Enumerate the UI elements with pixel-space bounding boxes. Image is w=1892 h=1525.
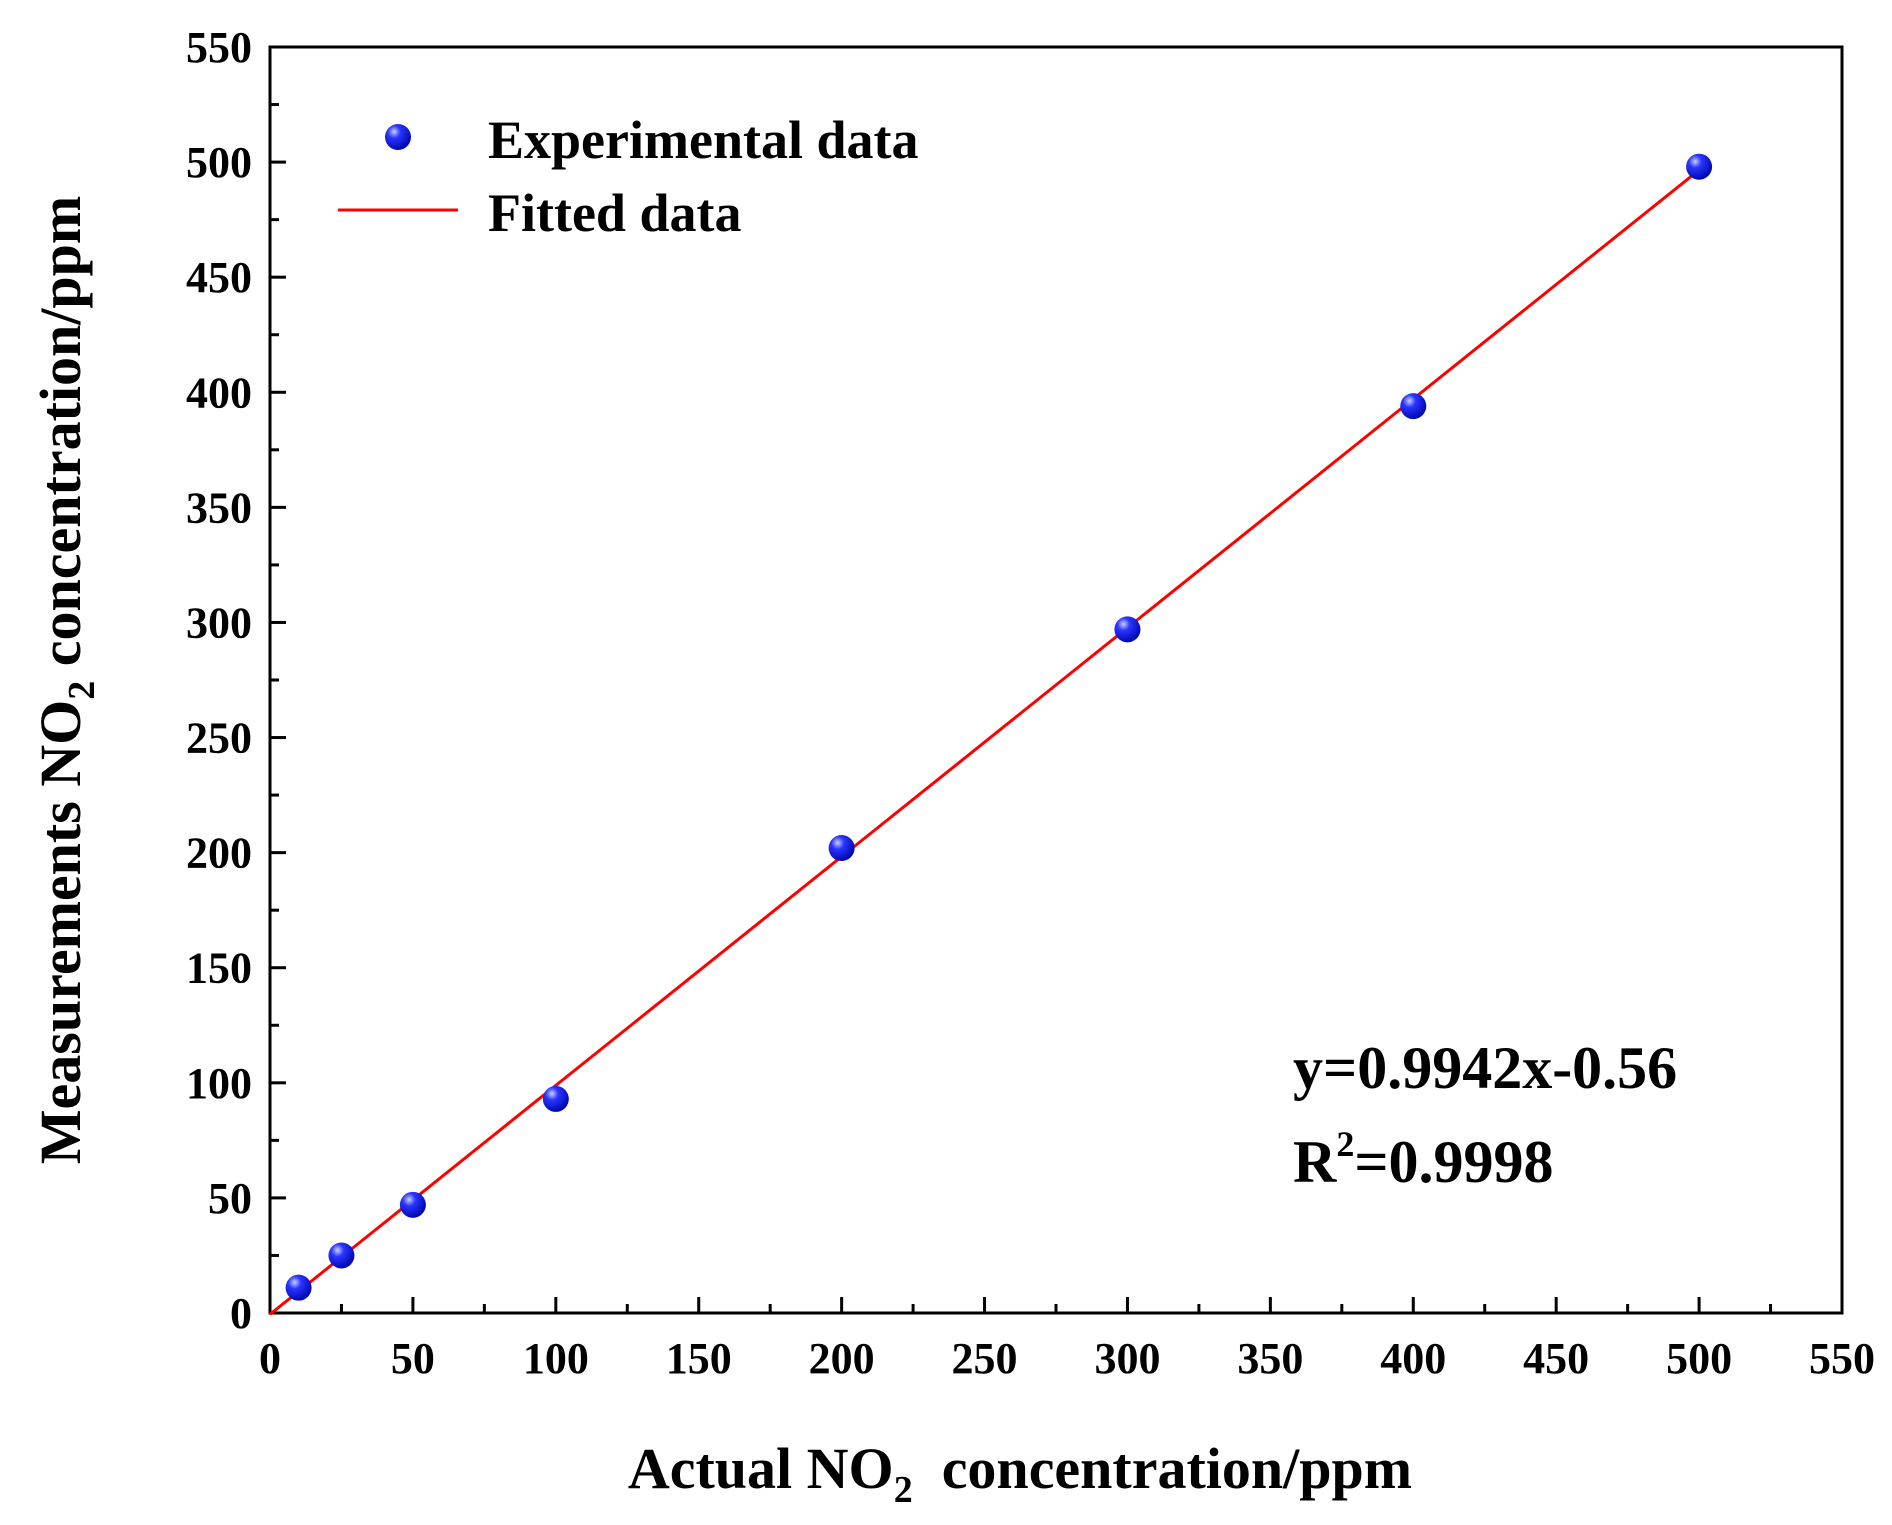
legend-label-experimental: Experimental data bbox=[488, 110, 918, 170]
data-point bbox=[542, 1085, 569, 1112]
y-axis-title-prefix: Measurements NO bbox=[28, 700, 93, 1164]
y-tick-label: 100 bbox=[186, 1059, 252, 1108]
equation-text: y=0.9942x-0.56 bbox=[1293, 1035, 1677, 1101]
x-tick-label: 550 bbox=[1809, 1334, 1875, 1383]
legend-label-fitted: Fitted data bbox=[488, 183, 741, 243]
y-axis-title: Measurements NO2 concentration/ppm bbox=[28, 196, 103, 1164]
y-axis-title-sub: 2 bbox=[61, 681, 103, 700]
x-tick-label: 400 bbox=[1380, 1334, 1446, 1383]
y-axis-title-suffix: concentration/ppm bbox=[28, 196, 93, 681]
data-point bbox=[828, 835, 855, 862]
y-tick-label: 400 bbox=[186, 368, 252, 417]
y-tick-labels: 0 50 100 150 200 250 300 350 400 450 500 550 bbox=[186, 23, 252, 1338]
x-tick-label: 500 bbox=[1666, 1334, 1732, 1383]
x-tick-label: 350 bbox=[1237, 1334, 1303, 1383]
y-tick-label: 500 bbox=[186, 138, 252, 187]
x-tick-label: 250 bbox=[952, 1334, 1018, 1383]
x-tick-label: 150 bbox=[666, 1334, 732, 1383]
legend-marker-experimental bbox=[385, 124, 411, 150]
data-point bbox=[399, 1191, 426, 1218]
data-point bbox=[328, 1242, 355, 1269]
y-tick-label: 250 bbox=[186, 714, 252, 763]
y-tick-label: 350 bbox=[186, 483, 252, 532]
data-point bbox=[1400, 393, 1427, 420]
y-tick-label: 200 bbox=[186, 829, 252, 878]
r-squared-value: =0.9998 bbox=[1354, 1129, 1553, 1195]
x-axis-title-prefix: Actual NO bbox=[628, 1436, 894, 1501]
r-squared-text: R2=0.9998 bbox=[1293, 1124, 1554, 1195]
data-point bbox=[285, 1274, 312, 1301]
experimental-points bbox=[285, 153, 1713, 1301]
x-tick-label: 450 bbox=[1523, 1334, 1589, 1383]
x-axis-title-sub: 2 bbox=[894, 1469, 913, 1511]
y-tick-label: 550 bbox=[186, 23, 252, 72]
y-tick-label: 50 bbox=[208, 1174, 252, 1223]
x-tick-label: 100 bbox=[523, 1334, 589, 1383]
data-point bbox=[1686, 153, 1713, 180]
fit-annotation: y=0.9942x-0.56 R2=0.9998 bbox=[1293, 1035, 1677, 1195]
data-point bbox=[1114, 616, 1141, 643]
fitted-line bbox=[269, 168, 1701, 1316]
x-tick-label: 200 bbox=[809, 1334, 875, 1383]
x-axis-title: Actual NO2 concentration/ppm bbox=[628, 1436, 1412, 1511]
x-axis-title-suffix: concentration/ppm bbox=[913, 1436, 1412, 1501]
x-tick-label: 300 bbox=[1094, 1334, 1160, 1383]
r-squared-prefix: R bbox=[1293, 1129, 1337, 1195]
x-tick-label: 50 bbox=[391, 1334, 435, 1383]
y-tick-label: 450 bbox=[186, 253, 252, 302]
y-tick-label: 0 bbox=[230, 1289, 252, 1338]
y-tick-label: 300 bbox=[186, 598, 252, 647]
r-squared-sup: 2 bbox=[1336, 1124, 1354, 1164]
x-tick-labels: 0 50 100 150 200 250 300 350 400 450 500 550 bbox=[259, 1334, 1875, 1383]
x-tick-label: 0 bbox=[259, 1334, 281, 1383]
y-tick-label: 150 bbox=[186, 944, 252, 993]
legend: Experimental data Fitted data bbox=[338, 110, 918, 243]
